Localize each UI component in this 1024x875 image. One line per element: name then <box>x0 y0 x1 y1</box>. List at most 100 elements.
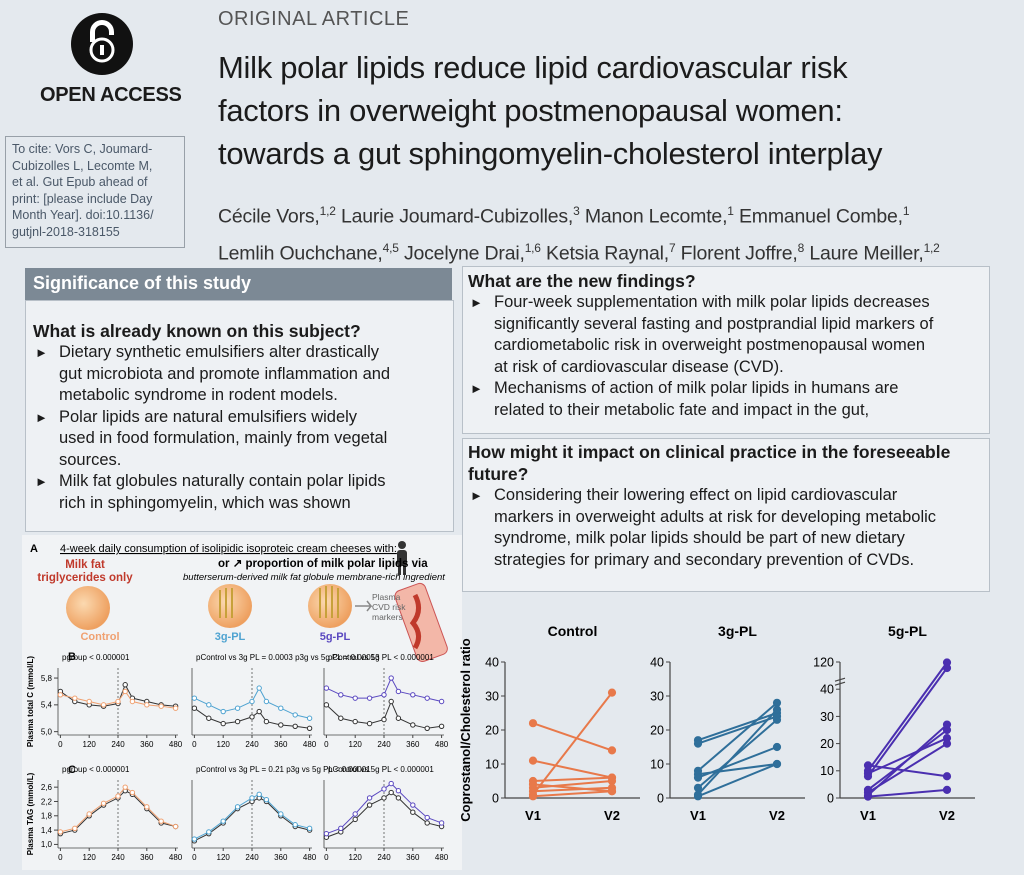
data-point <box>278 705 284 711</box>
data-point <box>424 820 430 826</box>
series-line <box>697 702 778 772</box>
data-point <box>292 712 298 718</box>
text-line: strategies for primary and secondary pre… <box>494 550 915 569</box>
data-point <box>306 825 313 832</box>
data-point <box>366 802 373 808</box>
data-point <box>249 714 255 720</box>
text-line: Considering their lowering effect on lip… <box>494 486 898 504</box>
data-point <box>158 818 164 824</box>
author-name: Jocelyne Drai, <box>403 242 525 264</box>
x-tick-label: V2 <box>604 808 620 823</box>
known-section: What is already known on this subject? Di… <box>33 320 390 514</box>
logo-circle <box>71 13 133 75</box>
author-affiliation: 7 <box>668 240 676 255</box>
data-point <box>772 759 782 769</box>
series-line <box>60 683 176 707</box>
series-line <box>326 676 442 702</box>
chart-title: Control <box>548 623 598 639</box>
y-tick-label: 5,8 <box>41 674 53 683</box>
x-tick-label: 480 <box>303 853 317 862</box>
author-line: Cécile Vors,1,2 Laurie Joumard-Cubizolle… <box>218 196 940 233</box>
text-line: et al. Gut Epub ahead of <box>12 175 148 189</box>
x-tick-label: 0 <box>58 853 63 862</box>
x-tick-label: V2 <box>769 808 785 823</box>
marker-note: CVD risk <box>372 602 406 612</box>
artery-icon <box>394 582 448 662</box>
lipid-icon <box>219 586 339 618</box>
data-point <box>395 795 402 801</box>
y-tick-label: 40 <box>650 655 664 669</box>
x-tick-label: V1 <box>860 808 876 823</box>
data-point <box>528 780 538 789</box>
data-point <box>86 698 92 705</box>
section-heading: How might it impact on clinical practice… <box>468 441 950 485</box>
y-tick-label: 40 <box>485 655 499 669</box>
data-point <box>528 792 538 801</box>
data-point <box>172 705 179 711</box>
bullet: Four-week supplementation with milk pola… <box>468 292 933 378</box>
data-point <box>144 702 150 708</box>
data-point <box>388 698 394 705</box>
data-point <box>528 756 538 765</box>
chart-title: pControl vs 5g PL < 0.000001 <box>328 653 434 662</box>
bullet: Milk fat globules naturally contain pola… <box>33 471 390 514</box>
x-tick-label: 240 <box>377 853 391 862</box>
x-tick-label: 480 <box>169 853 183 862</box>
data-point <box>158 703 164 709</box>
group-label: Control <box>80 631 119 643</box>
chart-title: pgroup < 0.000001 <box>62 765 130 774</box>
author-name: Emmanuel Combe, <box>739 205 903 228</box>
data-point <box>338 825 344 832</box>
y-tick-label: 2,2 <box>41 797 53 806</box>
group-note: or ↗ proportion of milk polar lipids via <box>218 558 428 570</box>
x-tick-label: 360 <box>406 740 420 749</box>
data-point <box>381 692 387 698</box>
x-tick-label: 120 <box>217 853 231 862</box>
y-tick-label: 30 <box>820 710 834 724</box>
y-tick-label: 1,4 <box>41 826 53 835</box>
x-tick-label: 360 <box>406 853 420 862</box>
text-line: gutjnl-2018-318155 <box>12 224 120 239</box>
x-tick-label: 360 <box>140 740 154 749</box>
text-line: What are the new findings? <box>468 271 696 291</box>
data-point <box>256 791 262 798</box>
y-tick-label: 1,0 <box>41 840 53 849</box>
figure-label: A <box>30 543 38 555</box>
y-tick-label: 20 <box>820 737 834 751</box>
y-tick-label: 2,6 <box>41 783 53 792</box>
artery-plaque <box>409 593 421 650</box>
x-tick-label: 360 <box>140 853 154 862</box>
x-tick-label: 480 <box>435 853 449 862</box>
data-point <box>256 685 262 691</box>
y-tick-label: 5,0 <box>41 727 53 736</box>
data-point <box>366 695 373 701</box>
text-line: metabolic syndrome in rodent models. <box>59 386 338 404</box>
y-tick-label: 5,4 <box>41 701 53 710</box>
data-point <box>129 789 136 796</box>
data-point <box>528 719 538 728</box>
series-line <box>532 780 613 789</box>
text-line: Dietary synthetic emulsifiers alter dras… <box>59 343 380 361</box>
series-line <box>194 687 310 719</box>
author-name: Ketsia Raynal, <box>546 242 669 264</box>
series-line <box>867 661 948 772</box>
category: ORIGINAL ARTICLE <box>218 8 410 30</box>
x-tick-label: 480 <box>435 740 449 749</box>
data-point <box>693 792 703 801</box>
author-affiliation: 1 <box>727 204 734 218</box>
series-line <box>194 707 310 729</box>
data-point <box>863 792 873 801</box>
x-tick-label: 0 <box>324 740 329 749</box>
chart-title: 3g-PL <box>718 623 757 639</box>
text-line: Month Year]. doi:10.1136/ <box>12 208 154 222</box>
data-point <box>942 772 952 781</box>
text-line: rich in sphingomyelin, which was shown <box>59 493 351 512</box>
series-line <box>697 746 778 779</box>
author-name: Manon Lecomte, <box>584 205 728 228</box>
data-point <box>323 830 330 837</box>
series-line <box>60 786 176 833</box>
data-point <box>352 816 358 823</box>
text-line: at risk of cardiovascular disease (CVD). <box>494 357 784 376</box>
y-tick-label: 10 <box>650 757 664 771</box>
